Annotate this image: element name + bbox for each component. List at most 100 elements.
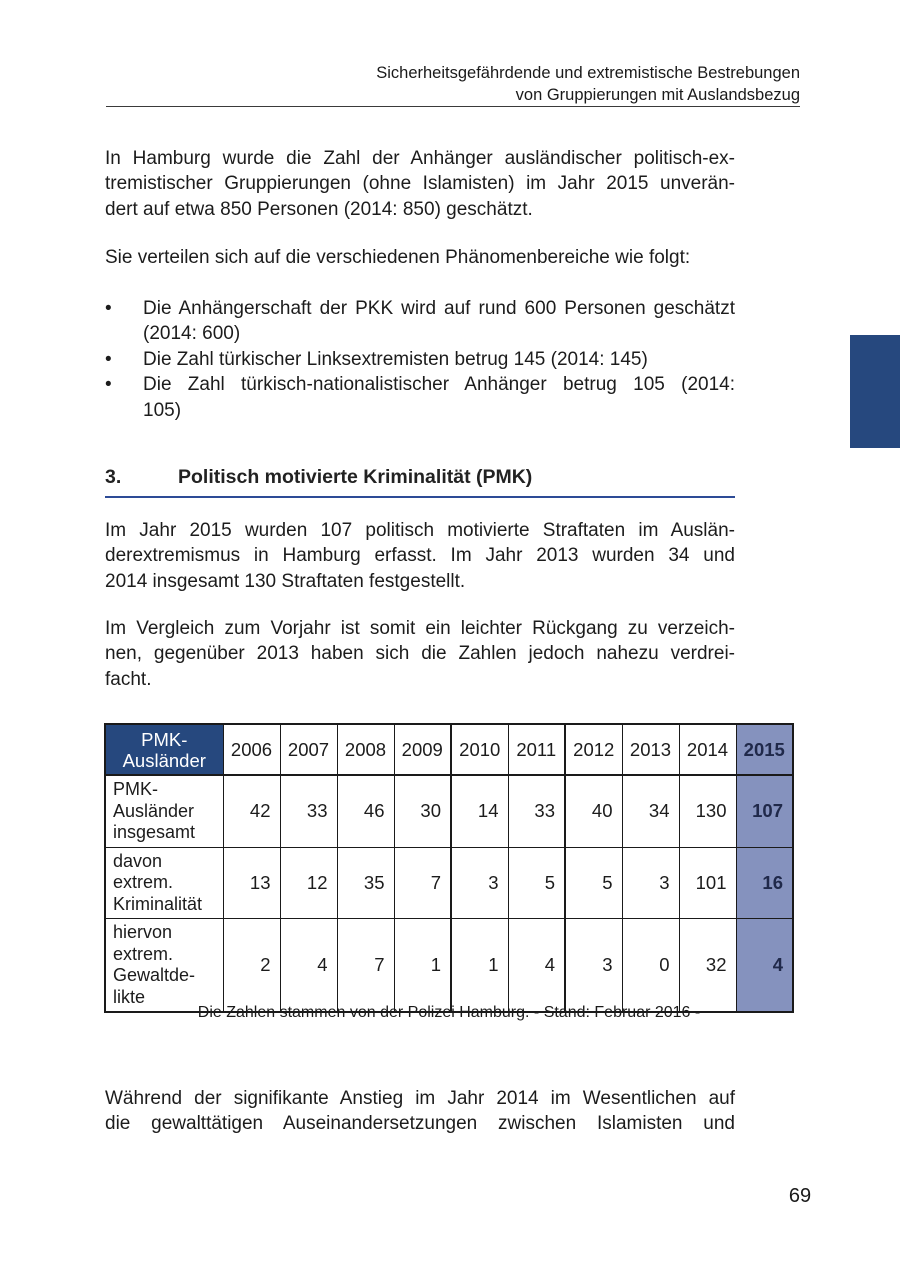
row-label: hiervon extrem. Gewaltde- likte bbox=[104, 918, 224, 1013]
table-row: PMK- Ausländer insgesamt 42 33 46 30 14 … bbox=[104, 774, 794, 848]
table-corner-cell: PMK- Ausländer bbox=[104, 723, 224, 776]
table-cell: 34 bbox=[621, 774, 680, 848]
list-item: • Die Anhängerschaft der PKK wird auf ru… bbox=[105, 296, 735, 347]
paragraph-line: derextremismus in Hamburg erfasst. Im Ja… bbox=[105, 545, 735, 567]
bullet-line: Die Zahl türkisch-nationalistischer Anhä… bbox=[143, 374, 735, 396]
row-label-line: Gewaltde- bbox=[113, 965, 196, 985]
section-number: 3. bbox=[105, 466, 122, 488]
section-title: Politisch motivierte Kriminalität (PMK) bbox=[178, 466, 533, 488]
table-cell: 3 bbox=[621, 846, 680, 919]
paragraph-line: dert auf etwa 850 Personen (2014: 850) g… bbox=[105, 198, 533, 220]
paragraph-verteilung: Sie verteilen sich auf die verschiedenen… bbox=[105, 245, 735, 270]
row-label-line: extrem. bbox=[113, 872, 174, 892]
table-cell: 14 bbox=[450, 774, 509, 848]
table-cell: 30 bbox=[393, 774, 452, 848]
bullet-icon: • bbox=[105, 374, 112, 396]
table-caption: Die Zahlen stammen von der Polizei Hambu… bbox=[197, 1004, 701, 1021]
corner-line: PMK- bbox=[141, 728, 188, 750]
table-row: davon extrem. Kriminalität 13 12 35 7 3 … bbox=[104, 846, 794, 919]
table-cell: 7 bbox=[393, 846, 452, 919]
table-cell: 33 bbox=[279, 774, 338, 848]
row-label-line: extrem. bbox=[113, 943, 174, 964]
row-label-line: hiervon bbox=[113, 922, 173, 942]
row-label: davon extrem. Kriminalität bbox=[104, 846, 224, 919]
table-cell: 5 bbox=[507, 846, 566, 919]
paragraph-line: die gewalttätigen Auseinandersetzungen z… bbox=[105, 1113, 735, 1135]
paragraph-line: nen, gegenüber 2013 haben sich die Zahle… bbox=[105, 643, 735, 665]
row-label-line: davon bbox=[113, 850, 163, 871]
year-header: 2007 bbox=[279, 723, 338, 776]
table-cell: 32 bbox=[678, 918, 737, 1013]
year-header: 2013 bbox=[621, 723, 680, 776]
paragraph-line: Im Jahr 2015 wurden 107 politisch motivi… bbox=[105, 520, 735, 541]
year-header: 2010 bbox=[450, 723, 509, 776]
running-header-line2: von Gruppierungen mit Auslandsbezug bbox=[515, 86, 800, 104]
table-cell: 12 bbox=[279, 846, 338, 919]
row-label-line: Kriminalität bbox=[113, 893, 203, 914]
table-cell-highlight: 16 bbox=[735, 846, 794, 919]
year-header: 2012 bbox=[564, 723, 623, 776]
list-item: • Die Zahl türkisch-nationalistischer An… bbox=[105, 372, 735, 423]
table-cell: 3 bbox=[450, 846, 509, 919]
bullet-icon: • bbox=[105, 348, 112, 370]
bullet-text: Die Zahl türkischer Linksextremisten bet… bbox=[143, 347, 735, 372]
bullet-line: Die Zahl türkischer Linksextremisten bet… bbox=[143, 348, 648, 370]
paragraph-anstieg: Während der signifikante Anstieg im Jahr… bbox=[105, 1086, 735, 1137]
bullet-list: • Die Anhängerschaft der PKK wird auf ru… bbox=[105, 296, 735, 423]
paragraph-line: Im Vergleich zum Vorjahr ist somit ein l… bbox=[105, 618, 735, 639]
table-cell: 4 bbox=[507, 918, 566, 1013]
chapter-tab-marker bbox=[850, 335, 900, 448]
section-heading: 3. Politisch motivierte Kriminalität (PM… bbox=[105, 466, 735, 498]
table-cell: 1 bbox=[393, 918, 452, 1013]
table-cell: 13 bbox=[222, 846, 281, 919]
table-cell: 0 bbox=[621, 918, 680, 1013]
table-cell: 101 bbox=[678, 846, 737, 919]
table-header-row: PMK- Ausländer 2006 2007 2008 2009 2010 … bbox=[104, 723, 794, 776]
table-cell: 130 bbox=[678, 774, 737, 848]
bullet-icon: • bbox=[105, 298, 112, 319]
table-cell-highlight: 107 bbox=[735, 774, 794, 848]
paragraph-anhaenger: In Hamburg wurde die Zahl der Anhänger a… bbox=[105, 146, 735, 222]
table-cell: 1 bbox=[450, 918, 509, 1013]
pmk-auslaender-table: PMK- Ausländer 2006 2007 2008 2009 2010 … bbox=[104, 723, 794, 1013]
bullet-text: Die Zahl türkisch-nationalistischer Anhä… bbox=[143, 372, 735, 423]
paragraph-line: facht. bbox=[105, 668, 152, 690]
page-number: 69 bbox=[788, 1185, 812, 1207]
row-label-line: likte bbox=[113, 986, 146, 1007]
table-cell: 3 bbox=[564, 918, 623, 1013]
year-header: 2006 bbox=[222, 723, 281, 776]
bullet-line: (2014: 600) bbox=[143, 323, 241, 345]
paragraph-straftaten: Im Jahr 2015 wurden 107 politisch motivi… bbox=[105, 518, 735, 594]
table-cell: 46 bbox=[336, 774, 395, 848]
running-header-line1: Sicherheitsgefährdende und extremistisch… bbox=[376, 64, 800, 82]
table-cell: 4 bbox=[279, 918, 338, 1013]
table-cell-highlight: 4 bbox=[735, 918, 794, 1013]
row-label-line: PMK- bbox=[113, 779, 158, 799]
paragraph-line: In Hamburg wurde die Zahl der Anhänger a… bbox=[105, 148, 735, 169]
paragraph-line: Während der signifikante Anstieg im Jahr… bbox=[105, 1088, 735, 1109]
year-header: 2014 bbox=[678, 723, 737, 776]
table-cell: 40 bbox=[564, 774, 623, 848]
running-header: Sicherheitsgefährdende und extremistisch… bbox=[105, 62, 800, 106]
bullet-line: 105) bbox=[143, 399, 182, 421]
year-header: 2009 bbox=[393, 723, 452, 776]
table-cell: 5 bbox=[564, 846, 623, 919]
row-label: PMK- Ausländer insgesamt bbox=[104, 774, 224, 848]
paragraph-line: Sie verteilen sich auf die verschiedenen… bbox=[105, 247, 691, 268]
year-header: 2008 bbox=[336, 723, 395, 776]
table-row: hiervon extrem. Gewaltde- likte 2 4 7 1 … bbox=[104, 918, 794, 1013]
table-cell: 35 bbox=[336, 846, 395, 919]
bullet-line: Die Anhängerschaft der PKK wird auf rund… bbox=[143, 298, 735, 319]
corner-line: Ausländer bbox=[122, 749, 206, 771]
row-label-line: Ausländer bbox=[113, 800, 195, 821]
year-header-highlight: 2015 bbox=[735, 723, 794, 776]
paragraph-line: 2014 insgesamt 130 Straftaten festgestel… bbox=[105, 570, 466, 592]
bullet-text: Die Anhängerschaft der PKK wird auf rund… bbox=[143, 296, 735, 347]
paragraph-vergleich: Im Vergleich zum Vorjahr ist somit ein l… bbox=[105, 616, 735, 692]
row-label-line: insgesamt bbox=[113, 822, 196, 842]
header-rule bbox=[106, 106, 800, 107]
table-cell: 33 bbox=[507, 774, 566, 848]
table-cell: 42 bbox=[222, 774, 281, 848]
paragraph-line: tremistischer Gruppierungen (ohne Islami… bbox=[105, 173, 735, 195]
